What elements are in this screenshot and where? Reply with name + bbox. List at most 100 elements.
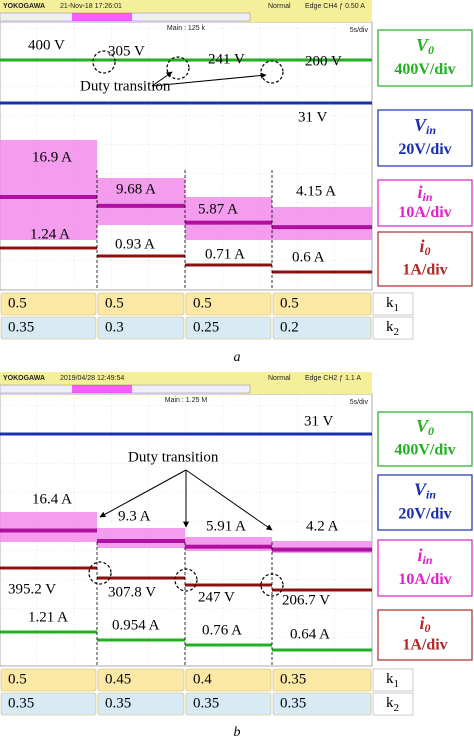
table-cell <box>272 316 372 340</box>
scale-label: 1A/div <box>402 637 447 654</box>
vin-label: 31 V <box>298 109 327 125</box>
v0-label: 241 V <box>208 51 245 67</box>
subscript: in <box>423 553 433 567</box>
symbol: i <box>419 613 424 633</box>
symbol: V <box>414 115 428 135</box>
scale-symbol: Vin <box>414 480 436 502</box>
caption: b <box>234 725 241 740</box>
subscript: 1 <box>394 302 400 314</box>
table-cell <box>0 292 97 316</box>
current-band-core <box>0 195 97 199</box>
duty-arrow <box>151 72 267 87</box>
i0-label: 0.76 A <box>202 622 242 638</box>
scale-box <box>377 179 473 227</box>
subscript: 2 <box>394 702 400 714</box>
duty-label: Duty transition <box>128 449 219 465</box>
cell-value: 0.35 <box>8 319 34 335</box>
current-band-core <box>97 203 185 208</box>
scale-label: 1A/div <box>402 262 447 279</box>
current-band <box>97 178 185 225</box>
table-cell <box>0 668 97 692</box>
scale-symbol: i0 <box>419 236 430 258</box>
row-label: k1 <box>386 671 399 689</box>
brand: YOKOGAWA <box>3 3 45 10</box>
iin-label: 16.9 A <box>32 149 72 165</box>
channel-box <box>72 385 132 393</box>
symbol: V <box>416 35 430 55</box>
table-cell <box>185 292 272 316</box>
scale-box <box>377 231 473 287</box>
table-cell <box>272 668 372 692</box>
duty-label: Duty transition <box>80 78 171 94</box>
iin-label: 4.15 A <box>296 183 336 199</box>
subscript: 2 <box>394 326 400 338</box>
transition-marker <box>174 568 198 592</box>
timebase: 5s/div <box>350 399 369 406</box>
row-label: k2 <box>386 695 399 713</box>
cell-value: 0.35 <box>105 695 131 711</box>
cell-value: 0.35 <box>8 695 34 711</box>
scale-label: 400V/div <box>394 442 455 459</box>
v0-label: 307.8 V <box>108 584 156 600</box>
timebase: 5s/div <box>350 27 369 34</box>
scale-box <box>377 109 473 167</box>
subscript: 0 <box>428 424 434 438</box>
transition-marker <box>260 60 284 84</box>
scale-label: 20V/div <box>398 505 451 522</box>
scale-symbol: Vin <box>414 115 436 137</box>
symbol: k <box>386 671 394 687</box>
scale-box <box>377 474 473 531</box>
subscript: 1 <box>394 678 400 690</box>
scale-box <box>377 539 473 597</box>
trigger: Edge CH4 ƒ 0.50 A <box>305 3 365 10</box>
scale-label: 10A/div <box>398 571 451 588</box>
v0-label: 200 V <box>305 53 342 69</box>
table-cell <box>185 692 272 716</box>
symbol: i <box>419 236 424 256</box>
current-band <box>185 537 272 551</box>
scale-box <box>377 29 473 87</box>
main-info: Main : 1.25 M <box>165 397 208 404</box>
scale-label: 10A/div <box>398 204 451 221</box>
cell-value: 0.4 <box>193 671 212 687</box>
v0-label: 400 V <box>28 37 65 53</box>
current-band <box>97 528 185 548</box>
symbol: V <box>414 480 428 500</box>
timestamp: 2019/04/28 12:49:54 <box>60 375 124 382</box>
cell-value: 0.35 <box>193 695 219 711</box>
subscript: 0 <box>425 244 431 258</box>
i0-label: 0.64 A <box>290 626 330 642</box>
table-cell <box>97 668 185 692</box>
i0-label: 0.93 A <box>115 236 155 252</box>
scale-label: 20V/div <box>398 141 451 158</box>
current-band-core <box>0 528 97 533</box>
current-band-core <box>185 220 272 225</box>
scale-symbol: iin <box>417 182 432 204</box>
row-label: k1 <box>386 295 399 313</box>
table-label-cell <box>372 292 414 316</box>
caption: a <box>234 350 241 365</box>
table-cell <box>272 692 372 716</box>
subscript: in <box>426 487 436 501</box>
cell-value: 0.3 <box>105 319 124 335</box>
iin-label: 9.3 A <box>118 508 151 524</box>
symbol: k <box>386 319 394 335</box>
scale-label: 400V/div <box>394 61 455 78</box>
duty-arrow <box>185 469 273 531</box>
table-cell <box>97 692 185 716</box>
cell-value: 0.5 <box>280 295 299 311</box>
iin-label: 9.68 A <box>116 181 156 197</box>
current-band-core <box>272 225 372 230</box>
iin-label: 5.91 A <box>206 518 246 534</box>
symbol: i <box>417 182 422 202</box>
cell-value: 0.5 <box>193 295 212 311</box>
table-cell <box>185 316 272 340</box>
current-band-core <box>185 544 272 549</box>
iin-label: 16.4 A <box>32 491 72 507</box>
table-cell <box>0 316 97 340</box>
subscript: 0 <box>425 621 431 635</box>
i0-label: 0.71 A <box>205 246 245 262</box>
current-band <box>0 140 97 240</box>
symbol: k <box>386 695 394 711</box>
